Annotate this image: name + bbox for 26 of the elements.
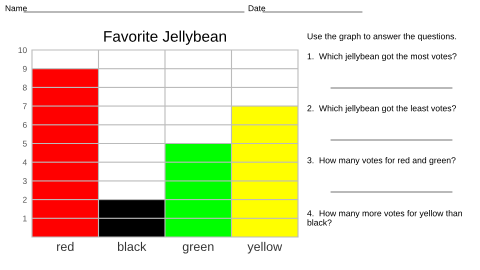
x-tick-label: red	[57, 242, 74, 252]
x-tick-label: black	[118, 242, 146, 252]
y-tick-label: 4	[22, 159, 27, 166]
bar	[32, 68, 98, 237]
y-tick-label: 6	[22, 122, 27, 128]
bar	[232, 106, 298, 237]
y-tick-label: 7	[22, 103, 27, 110]
y-tick-label: 2	[22, 196, 27, 203]
text: Use the graph to answer the questions.	[308, 33, 456, 42]
y-tick-label: 5	[22, 140, 27, 147]
y-tick-label: 8	[22, 84, 27, 90]
text: 3. How many votes for red and green?	[307, 157, 456, 166]
bar	[98, 200, 165, 237]
text: Name	[6, 5, 27, 12]
text: Date	[248, 5, 266, 12]
y-tick-label: 9	[22, 66, 27, 72]
x-tick-label: yellow	[247, 242, 282, 254]
y-tick-label: 10	[18, 47, 27, 54]
bar	[165, 144, 232, 237]
y-tick-label: 1	[23, 216, 27, 222]
text: 2. Which jellybean got the least votes?	[307, 105, 456, 114]
chart-title: Favorite Jellybean	[104, 30, 226, 45]
text: 1. Which jellybean got the most votes?	[308, 53, 456, 62]
text: 4. How many more votes for yellow than black?	[307, 210, 462, 226]
y-tick-label: 3	[22, 178, 27, 184]
x-tick-label: green	[182, 244, 214, 254]
